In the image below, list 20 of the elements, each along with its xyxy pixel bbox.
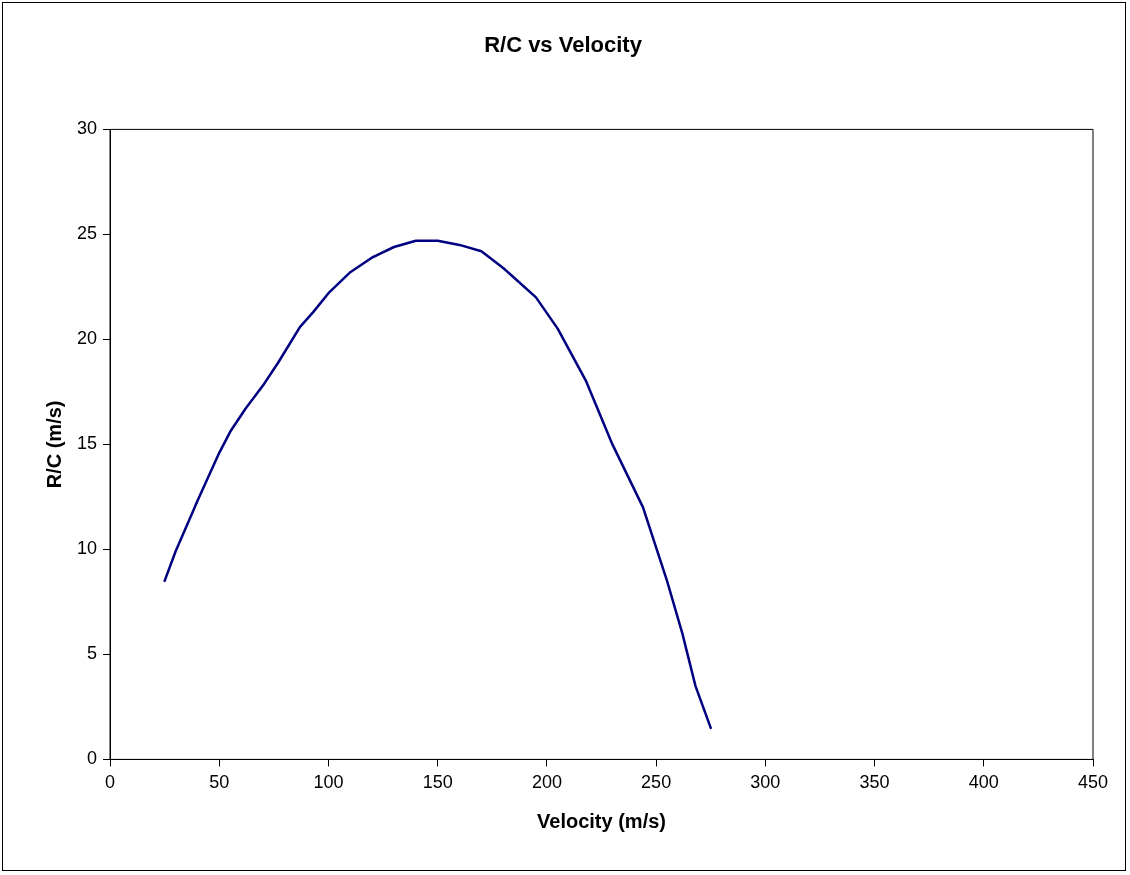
x-tick-label: 50 — [209, 772, 230, 793]
x-tick-label: 300 — [750, 772, 781, 793]
y-tick-label: 5 — [87, 643, 98, 664]
x-tick-label: 250 — [641, 772, 672, 793]
x-tick-label: 350 — [859, 772, 890, 793]
y-axis-title: R/C (m/s) — [42, 400, 65, 489]
x-tick-label: 150 — [422, 772, 453, 793]
x-axis-title: Velocity (m/s) — [537, 809, 666, 832]
x-tick-label: 0 — [105, 772, 116, 793]
x-tick-label: 450 — [1077, 772, 1109, 793]
y-tick-label: 10 — [76, 538, 98, 559]
y-tick-label: 30 — [76, 118, 98, 139]
y-tick-label: 20 — [76, 328, 98, 349]
x-tick-label: 100 — [313, 772, 344, 793]
x-tick-label: 200 — [531, 772, 562, 793]
chart-title: R/C vs Velocity — [484, 32, 643, 58]
x-tick-label: 400 — [968, 772, 999, 793]
y-tick-label: 15 — [76, 433, 98, 454]
y-tick-label: 0 — [87, 748, 98, 769]
y-tick-label: 25 — [76, 223, 98, 244]
